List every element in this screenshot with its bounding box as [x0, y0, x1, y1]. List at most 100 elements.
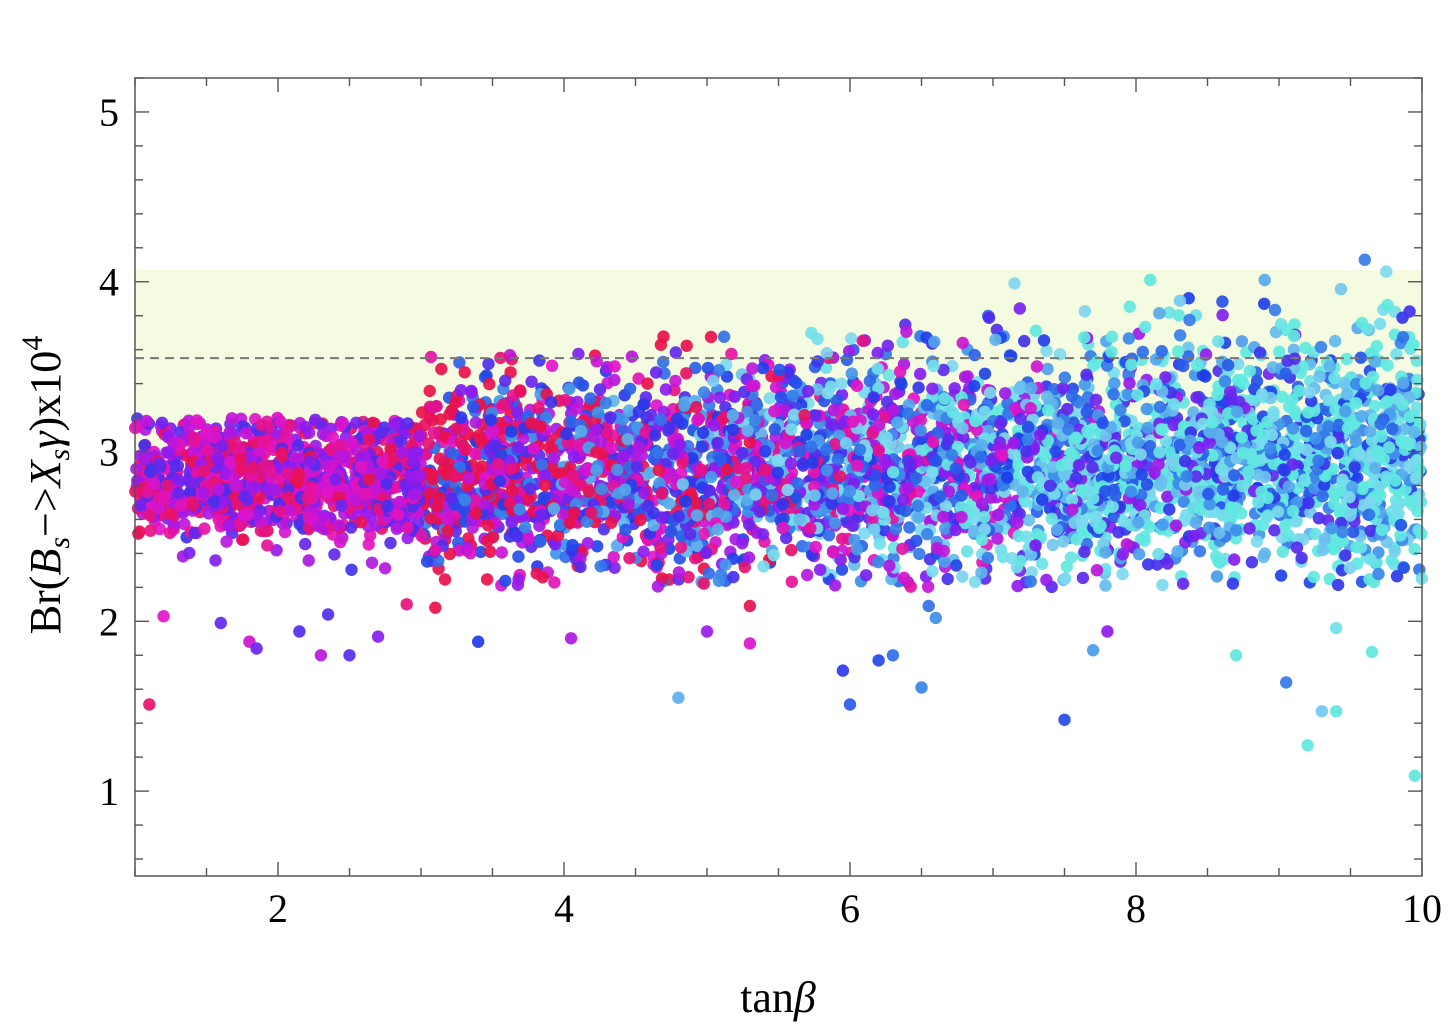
scatter-point: [591, 406, 605, 419]
scatter-point: [820, 361, 833, 374]
scatter-point: [808, 480, 821, 493]
scatter-point: [1030, 528, 1044, 541]
scatter-point: [270, 544, 283, 557]
scatter-point: [388, 418, 401, 431]
scatter-point: [1131, 436, 1145, 449]
scatter-point: [434, 413, 447, 426]
scatter-point: [454, 384, 468, 397]
scatter-point: [551, 529, 565, 542]
scatter-point: [1058, 371, 1072, 384]
scatter-point: [589, 423, 603, 437]
scatter-point: [1372, 567, 1385, 581]
scatter-point: [821, 386, 834, 400]
scatter-point: [1258, 547, 1272, 560]
scatter-point: [1122, 332, 1136, 345]
scatter-point: [527, 442, 540, 455]
scatter-point: [1089, 393, 1103, 406]
scatter-point: [1193, 545, 1207, 558]
scatter-point: [390, 522, 403, 535]
scatter-point: [1328, 372, 1341, 385]
scatter-point: [981, 473, 994, 487]
scatter-point: [420, 555, 434, 568]
scatter-point: [835, 563, 849, 576]
scatter-point: [1363, 573, 1376, 586]
scatter-point: [1059, 572, 1072, 585]
scatter-point: [1227, 489, 1240, 502]
scatter-point: [707, 374, 720, 387]
scatter-point: [1331, 578, 1345, 592]
scatter-point: [846, 415, 859, 428]
scatter-point: [697, 577, 711, 590]
scatter-point: [1011, 579, 1024, 593]
scatter-point: [1407, 338, 1420, 351]
scatter-point: [872, 382, 885, 395]
scatter-point: [1033, 428, 1047, 442]
scatter-point: [1312, 454, 1325, 467]
scatter-point: [200, 426, 213, 439]
scatter-point: [1123, 300, 1136, 313]
scatter-point: [808, 489, 821, 502]
scatter-point: [1049, 445, 1062, 458]
scatter-point: [774, 390, 788, 404]
scatter-point: [1317, 479, 1331, 492]
scatter-point: [164, 507, 177, 520]
scatter-point: [423, 384, 436, 398]
scatter-point: [475, 460, 489, 473]
scatter-point: [1058, 468, 1072, 482]
scatter-point: [1340, 352, 1353, 366]
scatter-point: [1287, 343, 1301, 356]
scatter-point: [359, 487, 372, 501]
scatter-point: [726, 409, 740, 422]
scatter-point: [321, 486, 335, 500]
scatter-point: [994, 417, 1007, 430]
scatter-point: [1377, 453, 1391, 466]
scatter-point: [881, 339, 894, 352]
scatter-point: [725, 347, 738, 361]
scatter-point: [1125, 358, 1138, 371]
scatter-point: [648, 429, 662, 442]
scatter-point: [449, 396, 462, 409]
scatter-point: [896, 542, 909, 555]
scatter-point: [1339, 549, 1352, 562]
scatter-point: [332, 519, 345, 532]
scatter-point: [712, 574, 726, 587]
scatter-point: [1020, 445, 1033, 458]
scatter-point: [1252, 496, 1265, 509]
scatter-point: [663, 422, 676, 435]
scatter-point: [623, 382, 637, 395]
scatter-point: [1268, 524, 1281, 537]
scatter-point: [1035, 557, 1049, 570]
scatter-point: [1332, 419, 1345, 432]
scatter-point: [1414, 440, 1428, 454]
scatter-point: [978, 523, 991, 536]
scatter-point: [680, 339, 693, 352]
scatter-point: [1235, 335, 1249, 348]
scatter-point: [1172, 309, 1185, 322]
scatter-point: [413, 429, 426, 443]
scatter-point: [384, 536, 397, 550]
scatter-point: [1218, 375, 1232, 388]
scatter-point: [1074, 484, 1088, 497]
scatter-point: [873, 537, 886, 550]
scatter-point: [1228, 469, 1241, 482]
scatter-point: [558, 476, 572, 489]
scatter-point: [937, 510, 950, 524]
scatter-point: [1030, 360, 1044, 373]
scatter-point: [1374, 417, 1387, 431]
scatter-point: [269, 483, 282, 496]
scatter-point: [1202, 436, 1216, 449]
scatter-point: [604, 411, 617, 424]
scatter-point: [453, 356, 466, 369]
scatter-point: [807, 466, 821, 479]
scatter-point: [809, 540, 822, 554]
scatter-point: [532, 402, 545, 415]
scatter-point: [996, 550, 1010, 564]
scatter-point: [927, 435, 940, 449]
scatter-point: [511, 405, 524, 418]
scatter-point: [511, 578, 525, 591]
scatter-point: [1040, 344, 1053, 358]
scatter-point: [960, 545, 974, 558]
scatter-point: [1171, 345, 1185, 358]
scatter-point: [1055, 459, 1068, 472]
scatter-point: [505, 425, 518, 438]
